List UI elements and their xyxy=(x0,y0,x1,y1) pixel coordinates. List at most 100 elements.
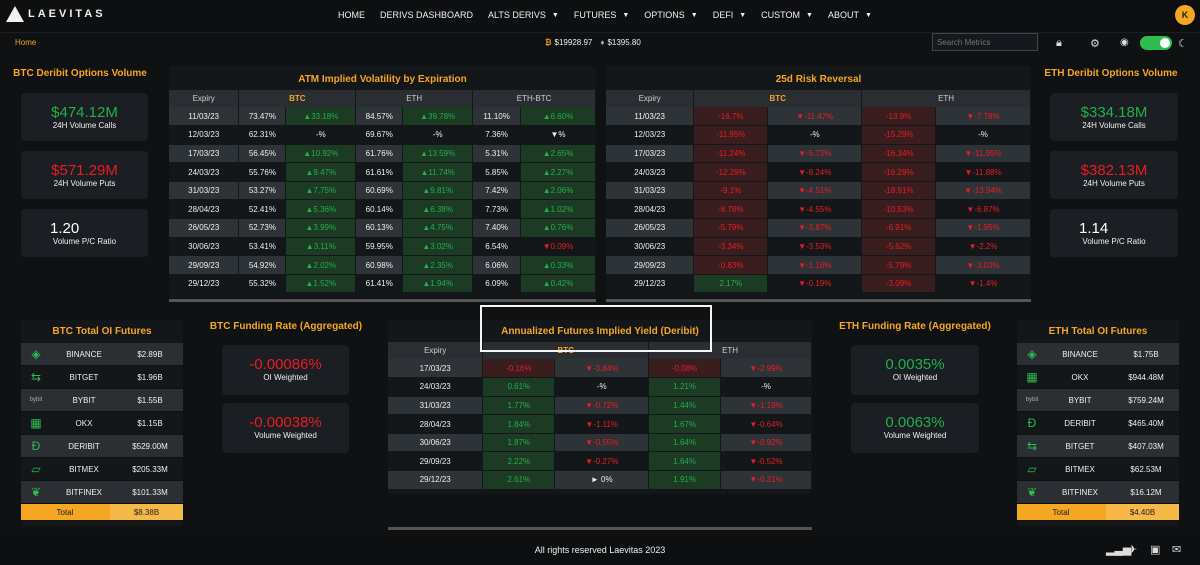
eth-iv-change-cell: ▲39.78% xyxy=(402,107,474,127)
nav-item-home[interactable]: HOME xyxy=(338,10,365,20)
atm-iv-scrollbar[interactable] xyxy=(169,299,596,302)
nav-item-label: FUTURES xyxy=(573,10,617,20)
eth-btc-change-cell: ▲1.02% xyxy=(520,199,596,220)
breadcrumb-home[interactable]: Home xyxy=(15,38,37,47)
eth-iv-change-cell: ▲9.81% xyxy=(402,181,474,201)
btc-rr-change-cell: ▼-4.51% xyxy=(767,181,863,201)
nav-item-about[interactable]: ABOUT ▼ xyxy=(828,10,872,20)
btc-iv-change-cell: ▲33.18% xyxy=(285,107,357,127)
nav-item-label: ABOUT xyxy=(827,10,859,20)
table-row: 28/04/23 52.41% ▲5.36% 60.14% ▲6.38% 7.73% ▲1.… xyxy=(169,199,596,220)
eth-iv-cell: 61.76% xyxy=(355,144,404,164)
email-icon[interactable]: ✉ xyxy=(1172,544,1182,556)
exchange-oi-value: $16.12M xyxy=(1130,487,1162,497)
nav-item-custom[interactable]: CUSTOM ▼ xyxy=(761,10,813,20)
btc-ratio-label: Volume P/C Ratio xyxy=(52,237,117,246)
eth-btc-change-cell: ▼0.09% xyxy=(520,237,596,257)
eth-btc-cell: 6.06% xyxy=(472,255,522,275)
table-row: 28/04/23 -8.78% ▼-4.55% -10.53% ▼-6.87% xyxy=(606,199,1031,220)
chevron-down-icon: ▼ xyxy=(739,11,747,19)
exchange-name: OKX xyxy=(1071,372,1089,382)
btc-iv-change-cell: ▲3.11% xyxy=(285,237,357,257)
btc-rr-cell: -5.79% xyxy=(693,218,769,238)
nav-item-futures[interactable]: FUTURES ▼ xyxy=(574,10,629,20)
nav-item-defi[interactable]: DEFI ▼ xyxy=(713,10,746,20)
eth-puts-card: $382.13M 24H Volume Puts xyxy=(1050,151,1178,199)
eth-rr-change-cell: ▼-6.87% xyxy=(935,199,1031,220)
avatar[interactable]: K xyxy=(1175,5,1195,25)
lock-icon[interactable]: 🔒︎ xyxy=(1056,37,1062,49)
logo-mark-icon xyxy=(6,6,24,22)
btc-rr-cell: -9.1% xyxy=(693,181,769,201)
btc-price-value: $19928.97 xyxy=(554,38,593,47)
btc-rr-cell: -12.29% xyxy=(693,162,769,182)
binance-icon: ◈ xyxy=(1027,347,1037,361)
risk-reversal-scrollbar[interactable] xyxy=(606,299,1031,302)
btc-price: ₿ $19928.97 xyxy=(545,38,592,47)
table-row: 29/12/23 2.61% ► 0% 1.91% ▼-0.31% xyxy=(388,470,812,490)
eth-rr-cell: -13.9% xyxy=(861,107,937,127)
eth-rr-change-cell: ▼-3.03% xyxy=(935,255,1031,275)
yield-scrollbar[interactable] xyxy=(388,527,812,530)
chevron-down-icon: ▼ xyxy=(806,11,813,19)
eth-funding-title: ETH Funding Rate (Aggregated) xyxy=(839,321,991,332)
exchange-name: BINANCE xyxy=(1062,349,1098,359)
theme-toggle[interactable] xyxy=(1140,36,1172,50)
nav-item-options[interactable]: OPTIONS ▼ xyxy=(644,10,697,20)
col-header-eth: ETH xyxy=(355,90,474,107)
okx-icon: ▦ xyxy=(30,416,42,430)
eth-btc-change-cell: ▲6.60% xyxy=(520,107,596,127)
eth-rr-cell: -18.91% xyxy=(861,181,937,201)
uk-flag-icon[interactable]: ◉ xyxy=(1120,37,1129,48)
eth-rr-cell: -6.91% xyxy=(861,218,937,238)
nav-item-label: DERIVS DASHBOARD xyxy=(380,10,474,20)
btc-iv-change-cell: ▲10.92% xyxy=(285,144,357,164)
eth-rr-change-cell: ▼-11.95% xyxy=(935,144,1031,164)
btc-iv-change-cell: ▲3.99% xyxy=(285,218,357,238)
search-input[interactable] xyxy=(932,33,1038,51)
chat-icon[interactable]: ▣ xyxy=(1150,544,1161,556)
bitfinex-icon: ❦ xyxy=(1026,485,1038,499)
eth-yield-change-cell: ▼-1.19% xyxy=(720,396,812,416)
signal-icon[interactable]: ▂▃▅ xyxy=(1106,544,1132,556)
eth-iv-cell: 84.57% xyxy=(355,107,404,127)
btc-rr-change-cell: ▼-1.16% xyxy=(767,255,863,275)
table-row: 24/03/23 -12.29% ▼-8.24% -16.29% ▼-11.88% xyxy=(606,162,1031,182)
eth-iv-change-cell: ▲3.02% xyxy=(402,237,474,257)
col-header-btc: BTC xyxy=(238,90,357,107)
btc-iv-change-cell: ▲9.47% xyxy=(285,162,357,182)
eth-btc-cell: 7.42% xyxy=(472,181,522,201)
eth-rr-cell: -16.29% xyxy=(861,162,937,182)
eth-btc-change-cell: ▲2.06% xyxy=(520,181,596,201)
eth-iv-change-cell: ▲11.74% xyxy=(402,162,474,182)
gear-icon[interactable]: ⚙ xyxy=(1090,38,1100,50)
btc-yield-cell: 1.77% xyxy=(482,396,556,416)
eth-rr-cell: -5.79% xyxy=(861,255,937,275)
moon-icon[interactable]: ☾ xyxy=(1178,38,1188,50)
exchange-name: BITGET xyxy=(1065,441,1095,451)
eth-rr-change-cell: ▼-1.4% xyxy=(935,274,1031,294)
expiry-cell: 28/04/23 xyxy=(388,414,484,434)
eth-oi-panel: ETH Total OI Futures ◈ BINANCE $1.75B ▦ OKX $… xyxy=(1017,320,1179,526)
list-item: ▦ OKX $944.48M xyxy=(1017,366,1179,389)
bitget-icon: ⇆ xyxy=(1026,439,1038,453)
nav-item-derivs-dashboard[interactable]: DERIVS DASHBOARD xyxy=(380,10,473,20)
nav-item-alts-derivs[interactable]: ALTS DERIVS ▼ xyxy=(488,10,559,20)
btc-yield-cell: 1.84% xyxy=(482,414,556,434)
list-item: ◈ BINANCE $2.89B xyxy=(21,343,183,366)
twitter-icon[interactable]: ✈ xyxy=(1128,544,1138,556)
eth-yield-cell: 1.64% xyxy=(648,433,722,453)
btc-puts-label: 24H Volume Puts xyxy=(53,179,116,188)
btc-funding-vol-value: -0.00038% xyxy=(249,414,322,431)
btc-rr-cell: -3.34% xyxy=(693,237,769,257)
logo[interactable]: LAEVITAS xyxy=(6,6,106,22)
binance-icon: ◈ xyxy=(31,347,41,361)
expiry-cell: 17/03/23 xyxy=(606,144,695,164)
list-item: ▦ OKX $1.15B xyxy=(21,412,183,435)
eth-btc-cell: 7.36% xyxy=(472,125,522,145)
expiry-cell: 26/05/23 xyxy=(169,218,240,238)
chevron-down-icon: ▼ xyxy=(690,11,698,19)
table-row: 26/05/23 52.73% ▲3.99% 60.13% ▲4.75% 7.40% ▲0.… xyxy=(169,218,596,238)
expiry-cell: 30/06/23 xyxy=(388,433,484,453)
eth-rr-change-cell: -% xyxy=(935,125,1031,145)
